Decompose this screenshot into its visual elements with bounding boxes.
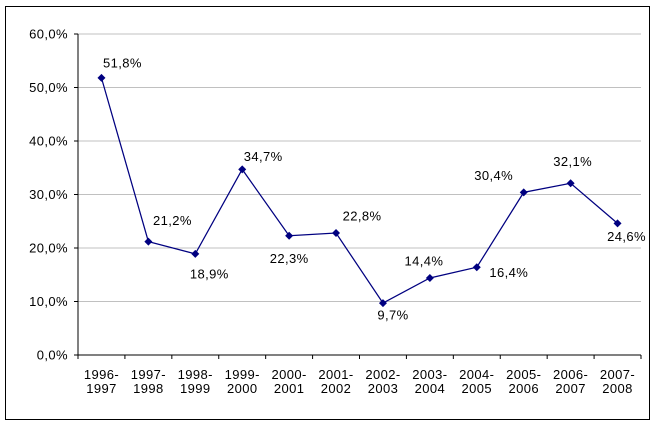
- x-tick-label-line2: 1997: [86, 381, 117, 396]
- data-point-marker: [472, 263, 481, 272]
- x-tick-label-line1: 2000-: [272, 367, 307, 382]
- data-point-label: 30,4%: [474, 168, 513, 183]
- x-tick-label-line2: 2000: [227, 381, 258, 396]
- data-point-label: 22,8%: [343, 209, 382, 224]
- data-point-label: 24,6%: [607, 229, 646, 244]
- x-tick-label-line2: 2003: [368, 381, 399, 396]
- data-point-marker: [425, 273, 434, 282]
- x-tick-label-line1: 1998-: [178, 367, 213, 382]
- x-tick-label-line1: 2004-: [459, 367, 494, 382]
- y-tick-label: 10,0%: [29, 294, 68, 309]
- y-tick-label: 40,0%: [29, 134, 68, 149]
- x-tick-label-line2: 2005: [462, 381, 493, 396]
- x-tick-label-line1: 2006-: [553, 367, 588, 382]
- x-tick-label-line1: 1997-: [131, 367, 166, 382]
- x-tick-label-line2: 2001: [274, 381, 305, 396]
- x-tick-label-line1: 1999-: [225, 367, 260, 382]
- chart-frame: 0,0% 10,0% 20,0% 30,0% 40,0% 50,0% 60,0% 1996- 1…: [5, 6, 650, 420]
- x-tick-label-line1: 2002-: [365, 367, 400, 382]
- data-point-marker: [378, 299, 387, 308]
- data-point-label: 34,7%: [244, 149, 283, 164]
- data-point-marker: [238, 165, 247, 174]
- data-point-marker: [191, 249, 200, 258]
- data-point-label: 16,4%: [489, 265, 528, 280]
- y-tick-label: 50,0%: [29, 80, 68, 95]
- x-tick-label-line1: 1996-: [84, 367, 119, 382]
- data-point-marker: [144, 237, 153, 246]
- data-point-marker: [285, 231, 294, 240]
- x-tick-label-line1: 2003-: [412, 367, 447, 382]
- x-tick-label-line2: 2007: [555, 381, 586, 396]
- data-point-marker: [519, 188, 528, 197]
- data-point-marker: [613, 219, 622, 228]
- data-point-marker: [566, 179, 575, 188]
- x-tick-label-line1: 2001-: [318, 367, 353, 382]
- data-point-label: 32,1%: [553, 154, 592, 169]
- data-point-label: 21,2%: [153, 213, 192, 228]
- x-tick-label-line2: 2004: [415, 381, 446, 396]
- data-point-label: 9,7%: [377, 308, 408, 323]
- data-point-label: 14,4%: [404, 253, 443, 268]
- y-tick-label: 20,0%: [29, 241, 68, 256]
- x-tick-label-line2: 2008: [602, 381, 633, 396]
- y-tick-label: 30,0%: [29, 187, 68, 202]
- data-point-label: 51,8%: [103, 55, 142, 70]
- data-point-label: 18,9%: [190, 266, 229, 281]
- x-tick-label-line2: 2006: [508, 381, 539, 396]
- x-tick-label-line2: 2002: [321, 381, 352, 396]
- x-tick-label-line2: 1998: [133, 381, 164, 396]
- series-line: [100, 77, 618, 304]
- x-tick-label-line1: 2007-: [600, 367, 635, 382]
- line-chart: 0,0%10,0%20,0%30,0%40,0%50,0%60,0%1996-1…: [29, 27, 646, 397]
- data-point-label: 22,3%: [270, 251, 309, 266]
- data-point-marker: [332, 229, 341, 238]
- data-point-marker: [97, 73, 106, 82]
- x-tick-label-line1: 2005-: [506, 367, 541, 382]
- y-tick-label: 0,0%: [37, 348, 68, 363]
- y-tick-label: 60,0%: [29, 27, 68, 42]
- x-tick-label-line2: 1999: [180, 381, 211, 396]
